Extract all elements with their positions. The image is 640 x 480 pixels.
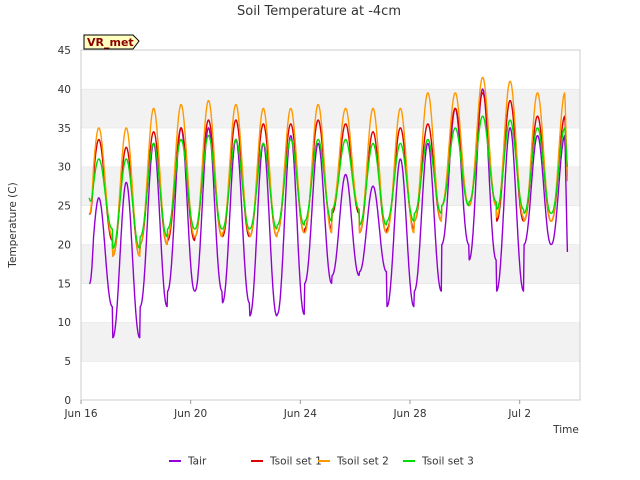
legend-label: Tair (187, 456, 207, 468)
x-axis-title: Time (552, 424, 579, 436)
plot-area (80, 49, 581, 401)
x-tick-label: Jul 2 (507, 408, 531, 420)
legend-label: Tsoil set 2 (336, 456, 389, 468)
series-line-tsoil-set-3 (88, 115, 569, 250)
y-tick-label: 25 (58, 201, 71, 213)
legend-label: Tsoil set 1 (269, 456, 322, 468)
x-axis: Jun 16 Jun 20 Jun 24 Jun 28 Jul 2 (63, 400, 531, 420)
grid-band (81, 244, 580, 284)
series-lines (88, 76, 569, 339)
x-tick-label: Jun 16 (63, 408, 97, 420)
y-tick-label: 40 (58, 84, 71, 96)
vr-met-badge: VR_met (83, 34, 140, 50)
grid-band (81, 166, 580, 206)
y-tick-label: 45 (58, 45, 71, 57)
badge-label: VR_met (87, 36, 134, 49)
series-line-tsoil-set-2 (89, 76, 569, 257)
y-tick-label: 35 (58, 123, 71, 135)
y-tick-label: 15 (58, 278, 71, 290)
x-tick-label: Jun 28 (392, 408, 426, 420)
x-tick-label: Jun 20 (173, 408, 207, 420)
y-tick-label: 5 (64, 356, 71, 368)
x-tick-label: Jun 24 (283, 408, 317, 420)
y-tick-label: 0 (64, 395, 71, 407)
grid-band (81, 322, 580, 362)
legend: Tair Tsoil set 1 Tsoil set 2 Tsoil set 3 (169, 456, 474, 468)
grid-band (81, 361, 580, 400)
grid-band (81, 127, 580, 167)
grid-band (81, 283, 580, 323)
y-tick-label: 10 (58, 317, 71, 329)
y-tick-label: 20 (58, 239, 71, 251)
y-axis-title: Temperature (C) (7, 182, 19, 268)
y-axis: 0 5 10 15 20 25 30 35 40 45 (58, 45, 71, 407)
grid-band (81, 50, 580, 89)
grid-band (81, 88, 580, 128)
y-tick-label: 30 (58, 162, 71, 174)
chart-title: Soil Temperature at -4cm (237, 4, 401, 19)
legend-label: Tsoil set 3 (421, 456, 474, 468)
